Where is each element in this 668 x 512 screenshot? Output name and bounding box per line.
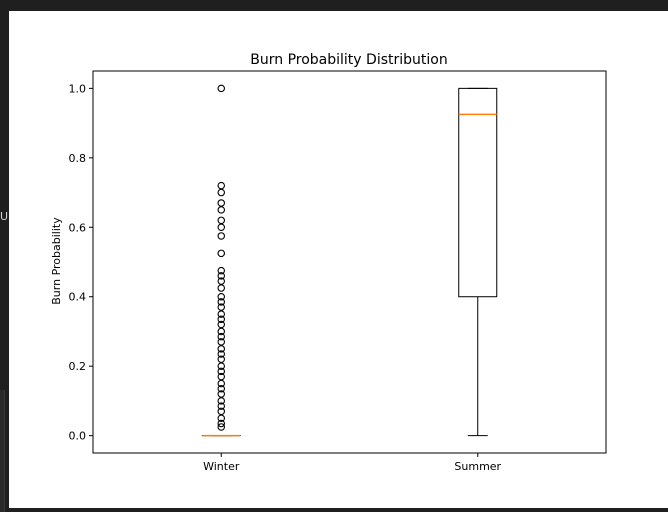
outlier-point [217,423,226,431]
outlier-point [217,266,226,275]
outlier-point [217,298,226,306]
x-tick-label: Winter [203,460,240,473]
outlier-point [217,188,226,197]
sidebar-glyph: UI [0,210,12,223]
plot-area: 0.0 0.2 0.4 0.6 0.8 1.0 Winter Summer [69,70,607,473]
y-tick-label: 0.4 [69,291,87,304]
outlier-point [217,199,226,207]
outlier-point [217,327,226,336]
outlier-point [217,332,226,341]
y-tick-label: 0.6 [69,221,87,234]
outlier-point [217,310,226,318]
y-axis-label: Burn Probability [50,217,63,305]
outlier-point [217,367,226,376]
y-tick-label: 0.0 [69,430,87,443]
outlier-point [217,84,226,93]
left-sidebar-strip: UI [0,0,12,512]
outlier-point [217,345,226,353]
y-tick-label: 1.0 [69,82,87,95]
outlier-point [217,284,226,292]
outlier-point [217,181,226,190]
outlier-point [217,350,226,358]
x-tick-label: Summer [454,460,501,473]
outlier-point [217,362,226,370]
chart-canvas: Burn Probability Distribution Burn Proba… [9,11,668,508]
outlier-point [217,379,226,388]
chart-title: Burn Probability Distribution [250,52,447,68]
outlier-point [217,223,226,232]
y-tick-label: 0.8 [69,152,87,165]
outlier-point [217,206,226,214]
outlier-point [217,419,226,428]
sidebar-panel [0,390,5,512]
y-tick-label: 0.2 [69,360,87,373]
outlier-point [217,216,226,225]
outlier-point [217,414,226,423]
outlier-point [217,249,226,258]
axes-frame [92,70,607,454]
outlier-point [217,315,226,324]
iqr-box [458,87,498,298]
outlier-point [217,292,226,301]
outlier-point [217,272,226,280]
outlier-point [217,402,226,410]
outlier-point [217,397,226,405]
boxplot-chart: Burn Probability Distribution Burn Proba… [50,52,607,473]
outlier-point [217,232,226,240]
outlier-point [217,385,226,393]
